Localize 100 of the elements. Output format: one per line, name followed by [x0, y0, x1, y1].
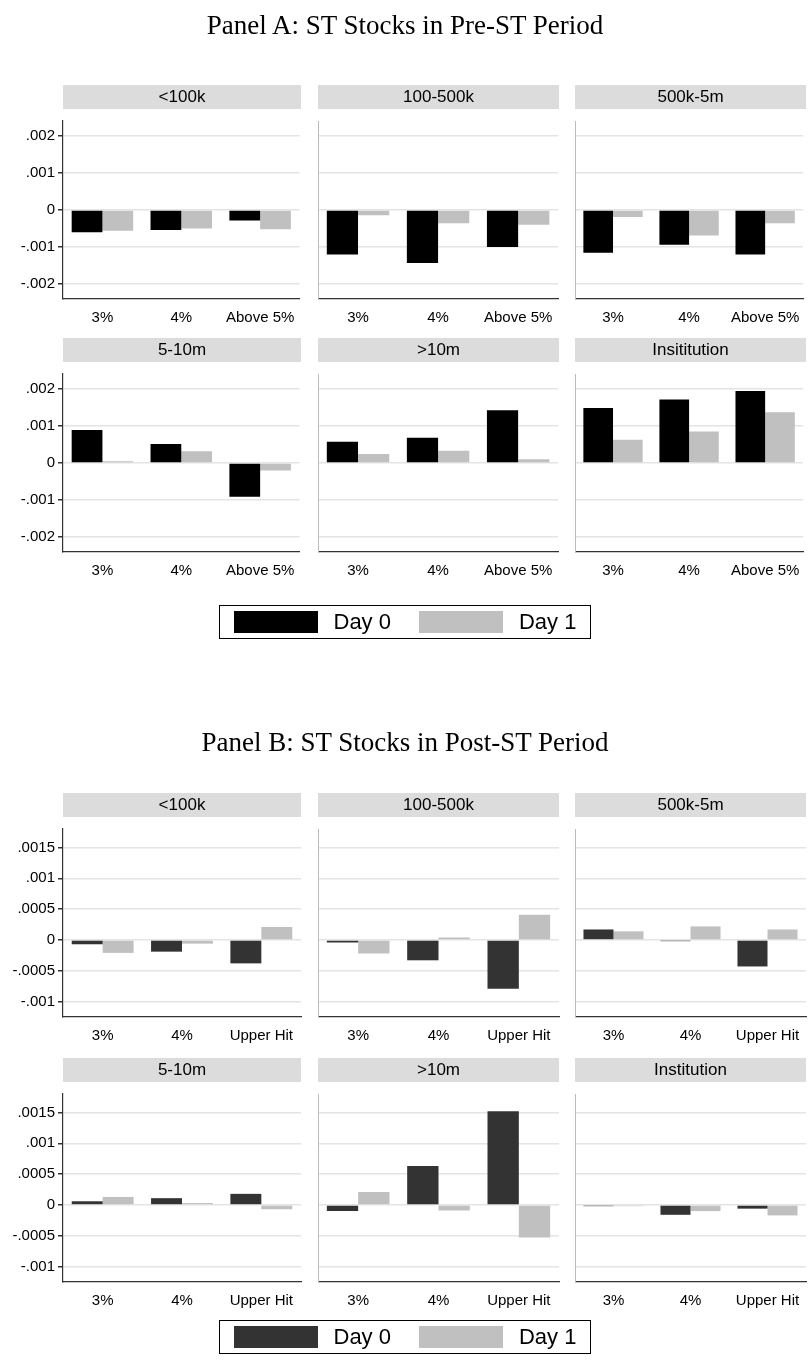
x-tick-label: Upper Hit — [487, 1026, 552, 1044]
bar — [358, 1192, 390, 1205]
y-tick-label: -.002 — [20, 274, 55, 292]
y-tick-label: -.001 — [20, 237, 55, 255]
x-tick-label: 4% — [678, 308, 700, 326]
y-tick-label: .001 — [25, 1133, 55, 1151]
bar — [150, 444, 182, 463]
legend-label: Day 1 — [518, 1324, 577, 1350]
bar — [358, 454, 390, 463]
y-tick-label: .001 — [25, 163, 55, 181]
chart-title: 500k-5m — [575, 793, 806, 817]
bar — [767, 929, 798, 940]
y-tick-label: .001 — [25, 416, 55, 434]
y-tick-label: .001 — [25, 868, 55, 886]
x-tick-label: Upper Hit — [735, 1291, 801, 1309]
bar — [735, 391, 766, 463]
legend-label: Day 0 — [333, 609, 391, 635]
x-tick-label: 3% — [91, 1291, 114, 1309]
bar — [407, 1166, 439, 1205]
bar — [737, 940, 768, 967]
y-tick-label: -.0005 — [12, 960, 55, 978]
bar — [71, 430, 103, 463]
bar — [583, 929, 614, 940]
bar — [260, 463, 291, 471]
chart-title: 100-500k — [318, 85, 559, 109]
bar — [326, 1205, 359, 1212]
x-tick-label: 3% — [602, 1291, 625, 1309]
bar — [518, 459, 550, 463]
chart-title: 5-10m — [63, 1058, 301, 1082]
bar — [689, 431, 719, 463]
bar — [406, 437, 439, 463]
legend-label: Day 1 — [518, 609, 577, 635]
chart-title: >10m — [318, 338, 559, 362]
x-tick-label: 3% — [91, 1026, 114, 1044]
x-tick-label: 3% — [347, 1291, 370, 1309]
y-tick-label: -.002 — [20, 527, 55, 545]
x-tick-label: 3% — [347, 561, 369, 579]
x-tick-label: Upper Hit — [229, 1026, 294, 1044]
y-tick-label: -.001 — [20, 991, 55, 1009]
bar — [487, 1111, 519, 1205]
bar — [613, 439, 643, 463]
y-tick-label: 0 — [46, 453, 55, 471]
x-tick-label: Above 5% — [483, 308, 553, 326]
y-tick-label: .002 — [25, 378, 55, 396]
bar — [659, 399, 690, 463]
legend-label: Day 0 — [333, 1324, 391, 1350]
x-tick-label: Above 5% — [225, 308, 295, 326]
x-tick-label: 4% — [427, 308, 449, 326]
x-tick-label: 3% — [91, 308, 114, 326]
x-tick-label: 4% — [170, 308, 193, 326]
x-tick-label: Upper Hit — [735, 1026, 801, 1044]
chart-title: >10m — [318, 1058, 559, 1082]
x-tick-label: 4% — [171, 1291, 193, 1309]
x-tick-label: 4% — [427, 1026, 450, 1044]
x-tick-label: 3% — [347, 308, 369, 326]
x-tick-label: 4% — [427, 1291, 450, 1309]
bar — [326, 441, 359, 463]
chart-title: <100k — [63, 793, 301, 817]
y-tick-label: 0 — [46, 930, 55, 948]
x-tick-label: 4% — [679, 1026, 702, 1044]
x-tick-label: 3% — [602, 561, 624, 579]
bar — [690, 926, 721, 940]
x-tick-label: Above 5% — [483, 561, 553, 579]
x-tick-label: Above 5% — [225, 561, 295, 579]
bar — [765, 412, 795, 463]
chart-title: 500k-5m — [575, 85, 806, 109]
x-tick-label: 3% — [347, 1026, 370, 1044]
bar — [613, 931, 644, 940]
y-tick-label: -.0005 — [12, 1225, 55, 1243]
bar — [229, 463, 261, 497]
x-tick-label: 3% — [602, 1026, 625, 1044]
y-tick-label: 0 — [46, 1195, 55, 1213]
y-tick-label: .002 — [25, 125, 55, 143]
bar — [486, 410, 519, 463]
x-tick-label: 4% — [171, 1026, 193, 1044]
text: Panel A: ST Stocks in Pre-ST Period — [205, 10, 605, 41]
y-tick-label: .0005 — [17, 1164, 55, 1182]
y-tick-label: 0 — [46, 200, 55, 218]
y-tick-label: .0005 — [17, 899, 55, 917]
x-tick-label: 3% — [91, 561, 114, 579]
text: Panel B: ST Stocks in Post-ST Period — [200, 727, 610, 758]
chart-title: 5-10m — [63, 338, 301, 362]
chart-title: <100k — [63, 85, 301, 109]
x-tick-label: Upper Hit — [229, 1291, 294, 1309]
y-tick-label: .0015 — [17, 837, 55, 855]
x-tick-label: 4% — [170, 561, 193, 579]
bar — [438, 450, 470, 463]
y-tick-label: -.001 — [20, 1256, 55, 1274]
x-tick-label: 4% — [679, 1291, 702, 1309]
bar — [583, 408, 614, 463]
chart-title: Insititution — [575, 338, 806, 362]
x-tick-label: Above 5% — [730, 308, 800, 326]
x-tick-label: Above 5% — [730, 561, 800, 579]
chart-title: Institution — [575, 1058, 806, 1082]
x-tick-label: Upper Hit — [487, 1291, 552, 1309]
x-tick-label: 3% — [602, 308, 624, 326]
bar — [518, 1205, 551, 1238]
x-tick-label: 4% — [678, 561, 700, 579]
y-tick-label: -.001 — [20, 490, 55, 508]
y-tick-label: .0015 — [17, 1102, 55, 1120]
